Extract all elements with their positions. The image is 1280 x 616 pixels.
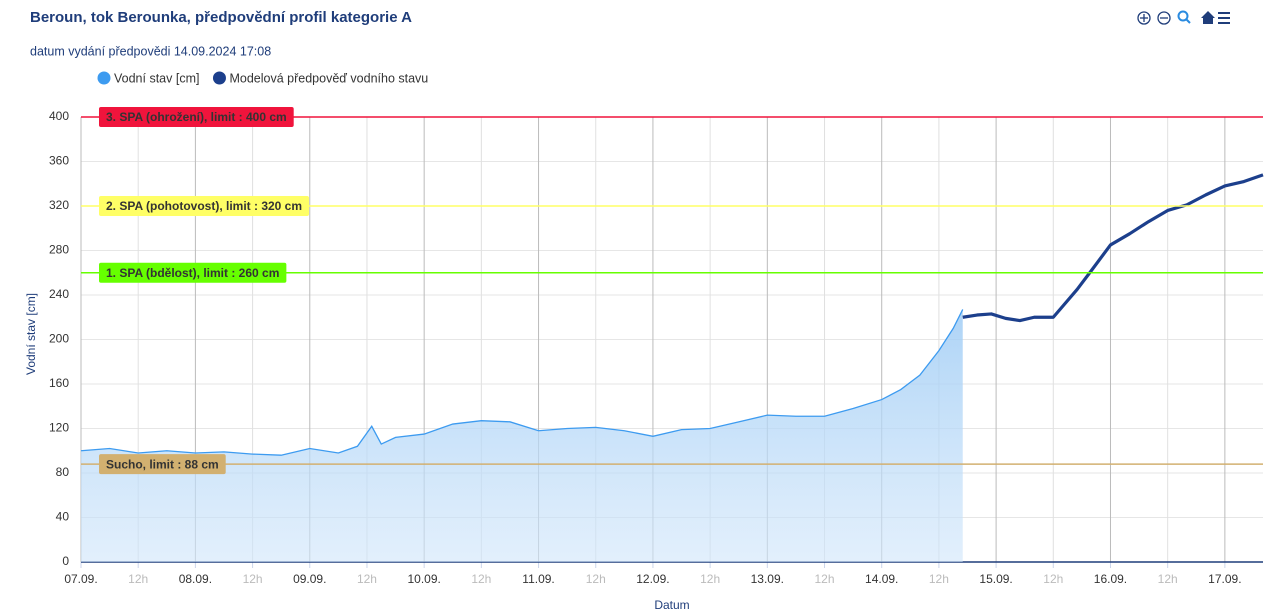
chart-title: Beroun, tok Berounka, předpovědní profil… xyxy=(30,9,412,26)
line xyxy=(962,173,1264,323)
zoom-out-button[interactable] xyxy=(1157,11,1171,25)
x-tick-label: 12h xyxy=(243,572,263,586)
x-tick-label: 12h xyxy=(357,572,377,586)
x-tick-label: 17.09. xyxy=(1208,572,1241,586)
threshold-label-bg xyxy=(99,262,287,283)
y-tick-label: 80 xyxy=(56,465,70,479)
y-tick-label: 200 xyxy=(49,332,69,346)
x-tick-label: 12h xyxy=(586,572,606,586)
y-tick-label: 320 xyxy=(49,198,69,212)
x-tick-label: 09.09. xyxy=(293,572,326,586)
y-tick-label: 40 xyxy=(56,510,70,524)
x-tick-label: 12h xyxy=(1043,572,1063,586)
x-tick-label: 12h xyxy=(815,572,835,586)
x-tick-label: 16.09. xyxy=(1094,572,1127,586)
y-tick-label: 240 xyxy=(49,287,69,301)
x-tick-label: 12h xyxy=(471,572,491,586)
threshold-label-bg xyxy=(99,454,226,475)
x-tick-label: 12h xyxy=(1158,572,1178,586)
y-axis-label: Vodní stav [cm] xyxy=(24,293,38,375)
x-tick-label: 11.09. xyxy=(522,572,554,586)
y-tick-label: 280 xyxy=(49,243,69,257)
y-tick-label: 160 xyxy=(49,376,69,390)
threshold-label: 2. SPA (pohotovost), limit : 320 cm xyxy=(106,199,302,213)
threshold-label: Sucho, limit : 88 cm xyxy=(106,457,219,471)
home-button[interactable] xyxy=(1201,11,1215,24)
x-tick-label: 12h xyxy=(700,572,720,586)
x-tick-label: 12.09. xyxy=(636,572,669,586)
x-axis-label: Datum xyxy=(654,598,689,612)
threshold-label-bg xyxy=(99,196,310,216)
legend-label: Vodní stav [cm] xyxy=(114,71,199,85)
y-tick-label: 400 xyxy=(49,109,69,123)
x-tick-label: 10.09. xyxy=(407,572,440,586)
labels: 0 40 80 120 160 200 240 280 320 360 400 07.09. 12h 08… xyxy=(49,71,1242,586)
y-tick-label: 120 xyxy=(49,421,69,435)
legend-marker xyxy=(212,71,226,85)
threshold-label: 1. SPA (bdělost), limit : 260 cm xyxy=(106,266,279,280)
legend-marker xyxy=(97,71,111,85)
x-tick-label: 14.09. xyxy=(865,572,898,586)
line xyxy=(80,309,964,456)
x-tick-label: 07.09. xyxy=(64,572,97,586)
y-tick-label: 360 xyxy=(49,154,69,168)
zoom-in-button[interactable] xyxy=(1137,11,1151,25)
y-tick-label: 0 xyxy=(62,554,69,568)
threshold-label-bg xyxy=(99,107,294,127)
threshold-label: 3. SPA (ohrožení), limit : 400 cm xyxy=(106,110,287,124)
x-tick-label: 15.09. xyxy=(979,572,1012,586)
legend-label: Modelová předpověď vodního stavu xyxy=(229,71,428,85)
x-tick-label: 08.09. xyxy=(179,572,212,586)
area xyxy=(81,309,963,562)
search-zoom-button[interactable] xyxy=(1177,10,1191,24)
toolbar xyxy=(1137,10,1230,25)
x-tick-label: 13.09. xyxy=(751,572,784,586)
subtitle: datum vydání předpovědi 14.09.2024 17:08 xyxy=(30,44,271,58)
x-tick-label: 12h xyxy=(128,572,148,586)
menu-button[interactable] xyxy=(1218,12,1230,24)
x-tick-label: 12h xyxy=(929,572,949,586)
